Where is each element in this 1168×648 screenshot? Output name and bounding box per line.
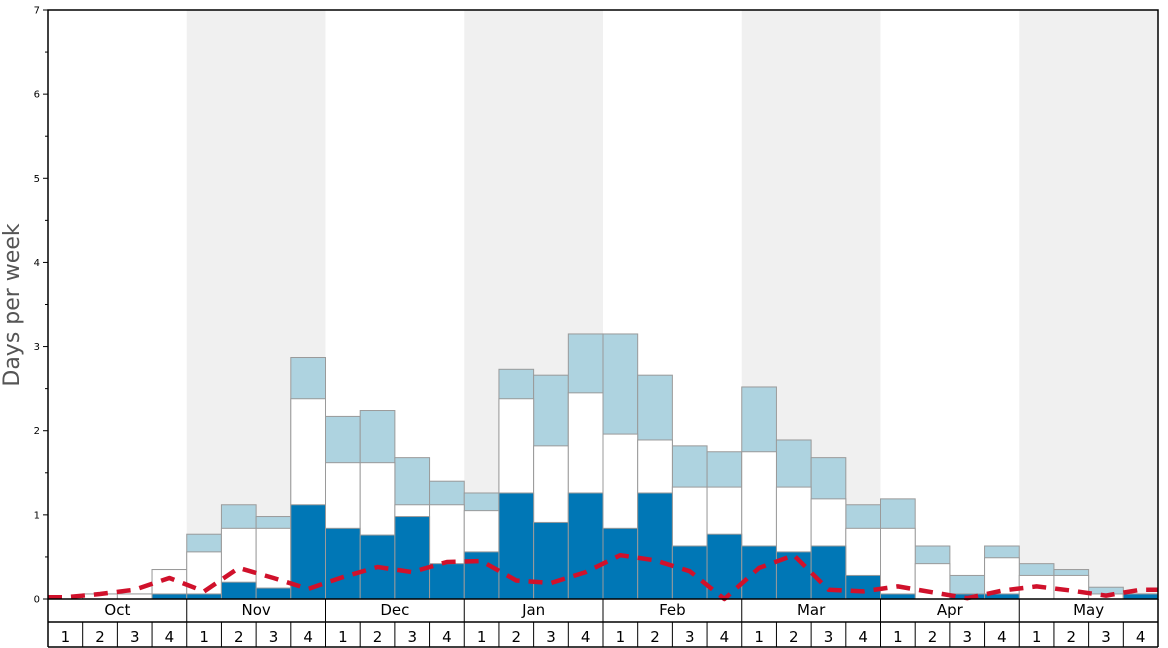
week-label: 3 [962,628,972,646]
month-label-dec: Dec [380,601,409,619]
bar-dark [567,492,604,600]
bar-white [255,527,292,600]
week-label: 4 [303,628,313,646]
week-label: 3 [685,628,695,646]
week-label: 1 [199,628,209,646]
week-label: 2 [234,628,244,646]
week-label: 4 [858,628,868,646]
bar-dark [741,545,777,600]
bar-white [116,593,153,600]
bar-dark [533,521,569,600]
month-band-may [1019,10,1158,599]
week-label: 2 [373,628,383,646]
week-label: 2 [650,628,660,646]
week-label: 1 [61,628,71,646]
trend-line [48,552,1158,602]
bar-dark [255,587,292,600]
week-label: 1 [1032,628,1042,646]
week-label: 1 [754,628,764,646]
bar-white [186,551,222,600]
week-label: 2 [789,628,799,646]
week-label: 3 [546,628,556,646]
y-tick-labels: 0 1 2 3 4 5 6 7 [34,6,40,606]
trend-line-layer [48,552,1158,602]
y-tick-label: 5 [34,174,40,185]
bar-dark [429,563,465,600]
month-label-oct: Oct [104,601,130,619]
month-band-oct [48,10,187,599]
bar-dark [1122,593,1159,600]
week-label: 2 [512,628,522,646]
y-tick-label: 0 [34,595,40,606]
week-label: 1 [477,628,487,646]
bars [82,333,1159,600]
bar-dark [186,593,222,600]
y-tick-label: 3 [34,342,40,353]
week-label: 2 [1067,628,1077,646]
month-label-feb: Feb [659,601,686,619]
y-axis-label: Days per week [0,223,25,386]
week-label: 3 [269,628,279,646]
week-labels: 1 2 3 4 1 2 3 4 1 2 3 4 1 2 3 4 1 2 3 4 1 2 3 4 1 2 3 4 1 2 3 4 [48,622,1158,648]
month-label-apr: Apr [937,601,964,619]
bar-dark [880,593,916,600]
y-tick-label: 7 [34,6,40,17]
bar-dark [220,581,257,600]
week-label: 4 [1136,628,1146,646]
bar-dark [637,492,673,600]
week-label: 4 [720,628,730,646]
week-label: 2 [95,628,105,646]
week-label: 3 [824,628,834,646]
week-label: 3 [130,628,140,646]
y-tick-label: 4 [34,258,40,269]
y-tick-label: 2 [34,426,40,437]
month-label-may: May [1073,601,1104,619]
y-tick-label: 6 [34,90,40,101]
bar-dark [845,574,881,600]
bar-dark [151,593,188,600]
week-label: 4 [581,628,591,646]
bar-dark [394,516,431,600]
month-label-jan: Jan [521,601,545,619]
month-label-nov: Nov [241,601,270,619]
week-label: 1 [616,628,626,646]
week-label: 3 [1101,628,1111,646]
bar-dark [602,527,639,600]
week-label: 4 [997,628,1007,646]
month-label-mar: Mar [797,601,826,619]
bar-dark [325,527,361,600]
y-tick-label: 1 [34,510,40,521]
week-label: 2 [928,628,938,646]
week-label: 4 [165,628,175,646]
week-label: 3 [407,628,417,646]
week-label: 1 [338,628,348,646]
bar-dark [463,551,500,600]
week-label: 4 [442,628,452,646]
week-label: 1 [893,628,903,646]
